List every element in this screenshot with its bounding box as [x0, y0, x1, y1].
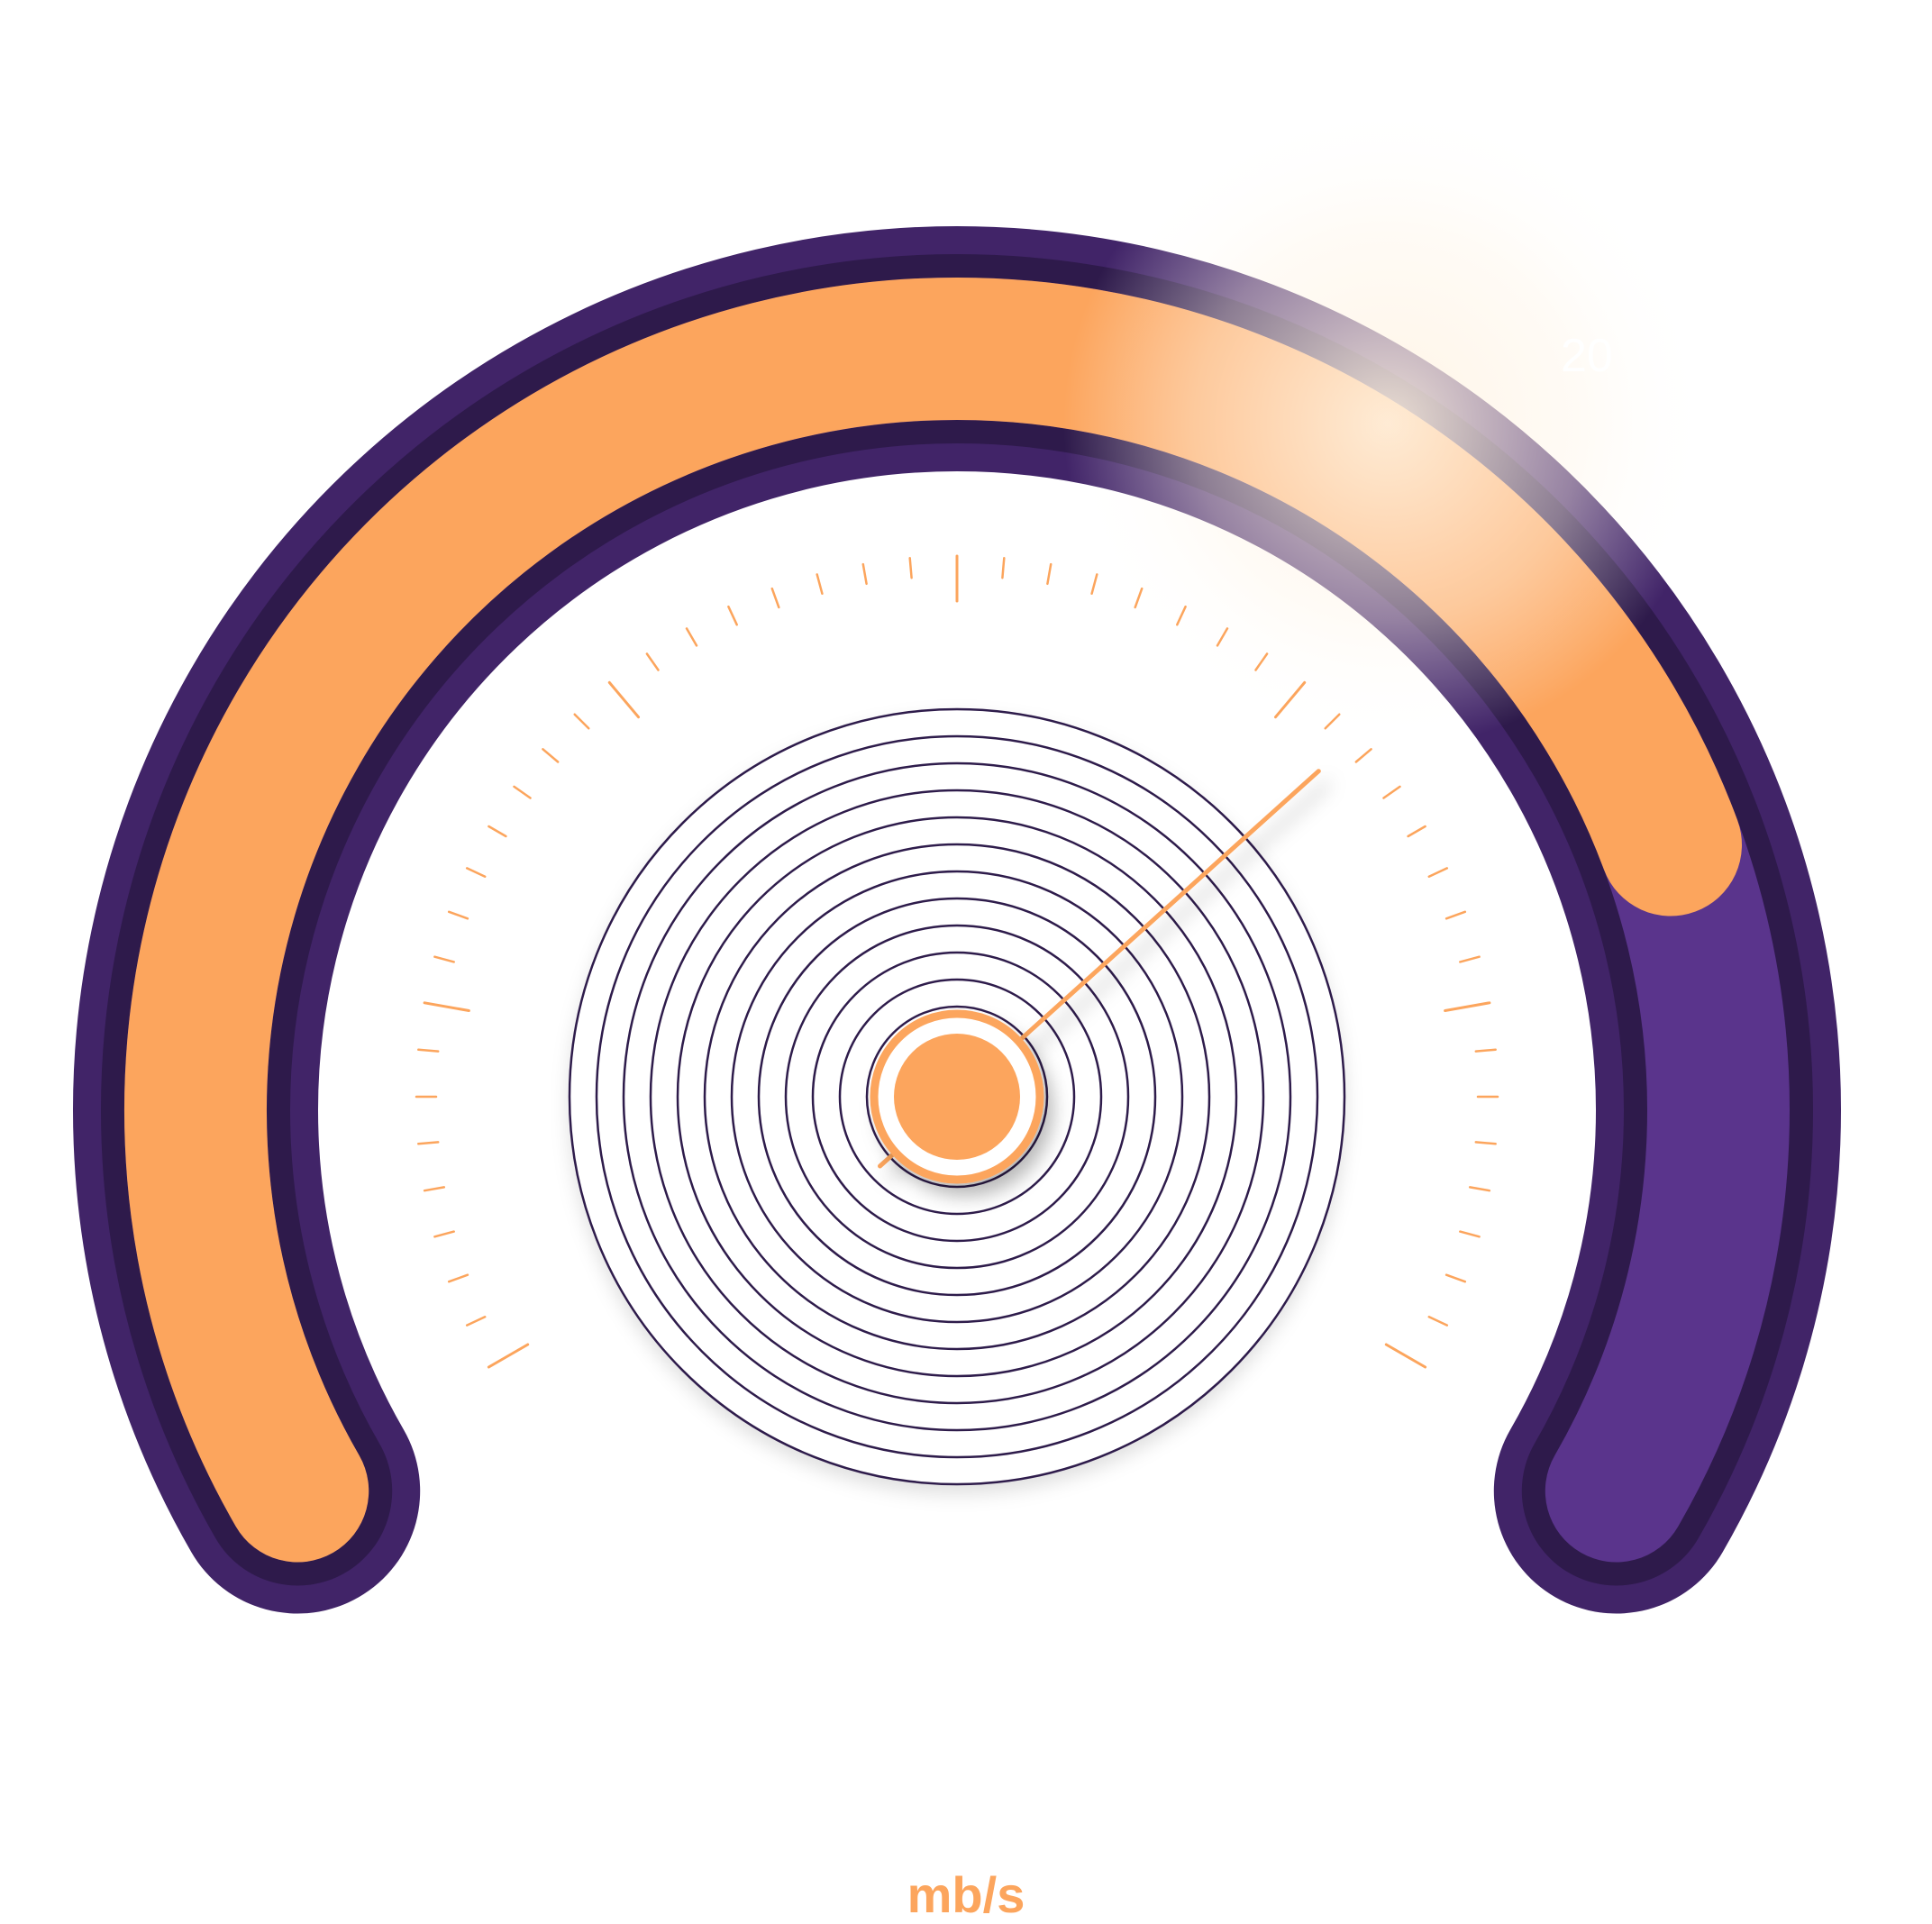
minor-tick — [447, 1273, 469, 1283]
major-tick — [1444, 1001, 1491, 1012]
ring — [703, 843, 1211, 1351]
ring — [757, 897, 1157, 1297]
minor-tick — [417, 1048, 440, 1053]
minor-tick — [465, 867, 487, 878]
ring — [595, 734, 1319, 1459]
minor-tick — [770, 587, 780, 609]
minor-tick — [1468, 1186, 1491, 1192]
minor-tick — [1216, 627, 1229, 647]
minor-tick — [1324, 713, 1341, 730]
minor-tick — [1254, 652, 1269, 671]
minor-tick — [1134, 587, 1144, 609]
minor-tick — [488, 825, 507, 838]
ring — [811, 951, 1103, 1243]
minor-tick — [685, 627, 698, 647]
minor-tick — [816, 573, 824, 595]
minor-tick — [1427, 1316, 1449, 1327]
minor-tick — [1176, 605, 1187, 626]
minor-tick — [1459, 955, 1481, 963]
minor-tick — [1474, 1141, 1497, 1145]
major-tick — [607, 680, 640, 719]
ring — [865, 1005, 1049, 1189]
minor-tick — [1382, 785, 1401, 799]
minor-tick — [573, 713, 590, 730]
minor-tick — [542, 748, 560, 763]
major-tick — [487, 1343, 530, 1369]
minor-tick — [1474, 1048, 1497, 1053]
minor-tick — [447, 910, 469, 920]
major-tick — [423, 1001, 470, 1012]
minor-tick — [1090, 573, 1098, 595]
ring — [649, 789, 1265, 1405]
minor-tick — [1046, 562, 1053, 586]
minor-tick — [1354, 748, 1372, 763]
minor-tick — [417, 1141, 440, 1145]
scale-max-label: 20 — [1561, 330, 1613, 382]
minor-tick — [861, 562, 868, 586]
minor-tick — [433, 1230, 455, 1238]
minor-tick — [423, 1186, 446, 1192]
minor-tick — [1427, 867, 1449, 878]
minor-tick — [908, 557, 913, 579]
minor-tick — [1459, 1230, 1481, 1238]
needle-hub — [870, 1009, 1044, 1184]
ring — [622, 761, 1292, 1432]
hub-core — [894, 1034, 1020, 1160]
minor-tick — [1444, 1273, 1467, 1283]
minor-tick — [1444, 910, 1467, 920]
minor-tick — [433, 955, 455, 963]
minor-tick — [513, 785, 532, 799]
minor-tick — [1407, 825, 1426, 838]
major-tick — [1384, 1343, 1427, 1369]
ring — [730, 870, 1184, 1324]
minor-tick — [727, 605, 738, 626]
minor-tick — [1001, 557, 1006, 579]
major-tick — [1274, 680, 1307, 719]
scale-ticks — [415, 554, 1499, 1369]
ring — [838, 978, 1076, 1216]
ring — [676, 816, 1238, 1378]
minor-tick — [465, 1316, 487, 1327]
unit-label: mb/s — [907, 1866, 1025, 1923]
ring — [784, 924, 1130, 1270]
highlight-glow — [1063, 99, 1712, 748]
minor-tick — [645, 652, 660, 671]
